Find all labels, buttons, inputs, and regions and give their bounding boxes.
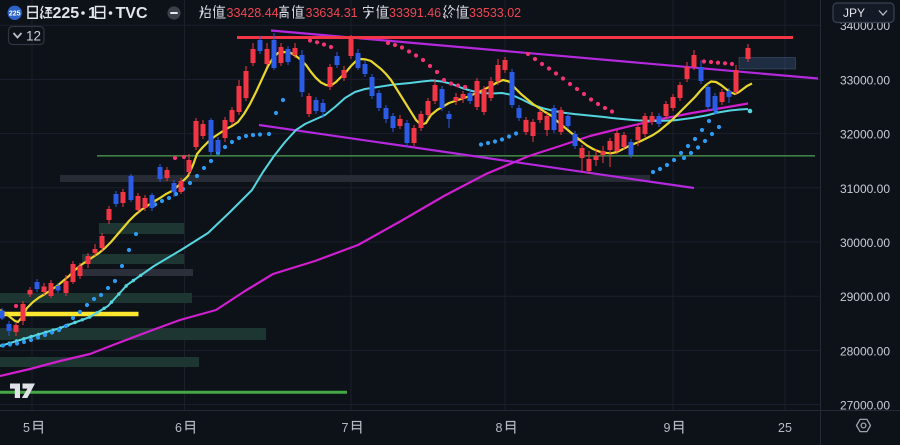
svg-text:7: 7 (342, 421, 349, 435)
svg-text:33634.31: 33634.31 (306, 6, 358, 20)
svg-text:6: 6 (175, 421, 182, 435)
svg-text:JPY: JPY (843, 6, 865, 20)
svg-text:27000.00: 27000.00 (840, 399, 890, 413)
svg-text:225: 225 (53, 5, 80, 22)
svg-text:9: 9 (664, 421, 671, 435)
svg-text:33000.00: 33000.00 (840, 73, 890, 87)
svg-text:5: 5 (23, 421, 30, 435)
svg-text:33391.46: 33391.46 (389, 6, 441, 20)
svg-text:28000.00: 28000.00 (840, 344, 890, 358)
svg-text:33428.44: 33428.44 (227, 6, 279, 20)
svg-text:1: 1 (88, 5, 97, 22)
svg-text:12: 12 (26, 29, 41, 44)
svg-text:33533.02: 33533.02 (469, 6, 521, 20)
svg-text:8: 8 (496, 421, 503, 435)
svg-text:25: 25 (778, 421, 792, 435)
svg-text:32000.00: 32000.00 (840, 128, 890, 142)
svg-text:225: 225 (9, 10, 21, 17)
svg-text:30000.00: 30000.00 (840, 236, 890, 250)
svg-text:TVC: TVC (116, 5, 148, 22)
svg-text:29000.00: 29000.00 (840, 290, 890, 304)
svg-text:31000.00: 31000.00 (840, 182, 890, 196)
